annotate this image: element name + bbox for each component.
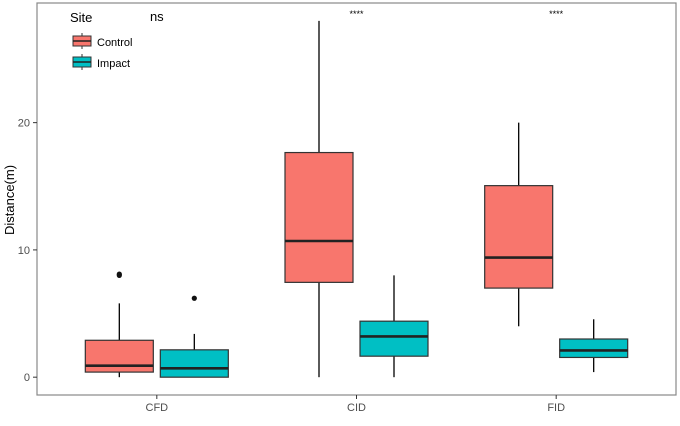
outlier-point [191,295,197,301]
significance-annotation: **** [349,9,364,19]
x-tick-label: CFD [146,402,169,414]
x-tick-label: FID [547,402,565,414]
box-control-cfd [84,339,154,373]
y-tick-label: 10 [18,245,30,257]
plot-panel-border [36,2,677,396]
significance-annotation: **** [549,9,564,19]
y-axis-label: Distance(m) [2,165,17,235]
box-impact-fid [559,338,629,359]
legend-label-impact: Impact [97,58,130,70]
box-impact-cid [359,320,429,357]
legend: Site Control Impact [70,10,132,70]
outlier-point [116,271,122,277]
box-impact-cfd [159,349,229,378]
legend-title: Site [70,10,92,25]
x-tick-label: CID [347,402,366,414]
box-control-fid [484,185,554,289]
legend-label-control: Control [97,37,132,49]
y-tick-label: 0 [24,372,30,384]
significance-annotation: ns [150,9,164,24]
y-tick-label: 20 [18,118,30,130]
box-control-cid [284,151,354,283]
